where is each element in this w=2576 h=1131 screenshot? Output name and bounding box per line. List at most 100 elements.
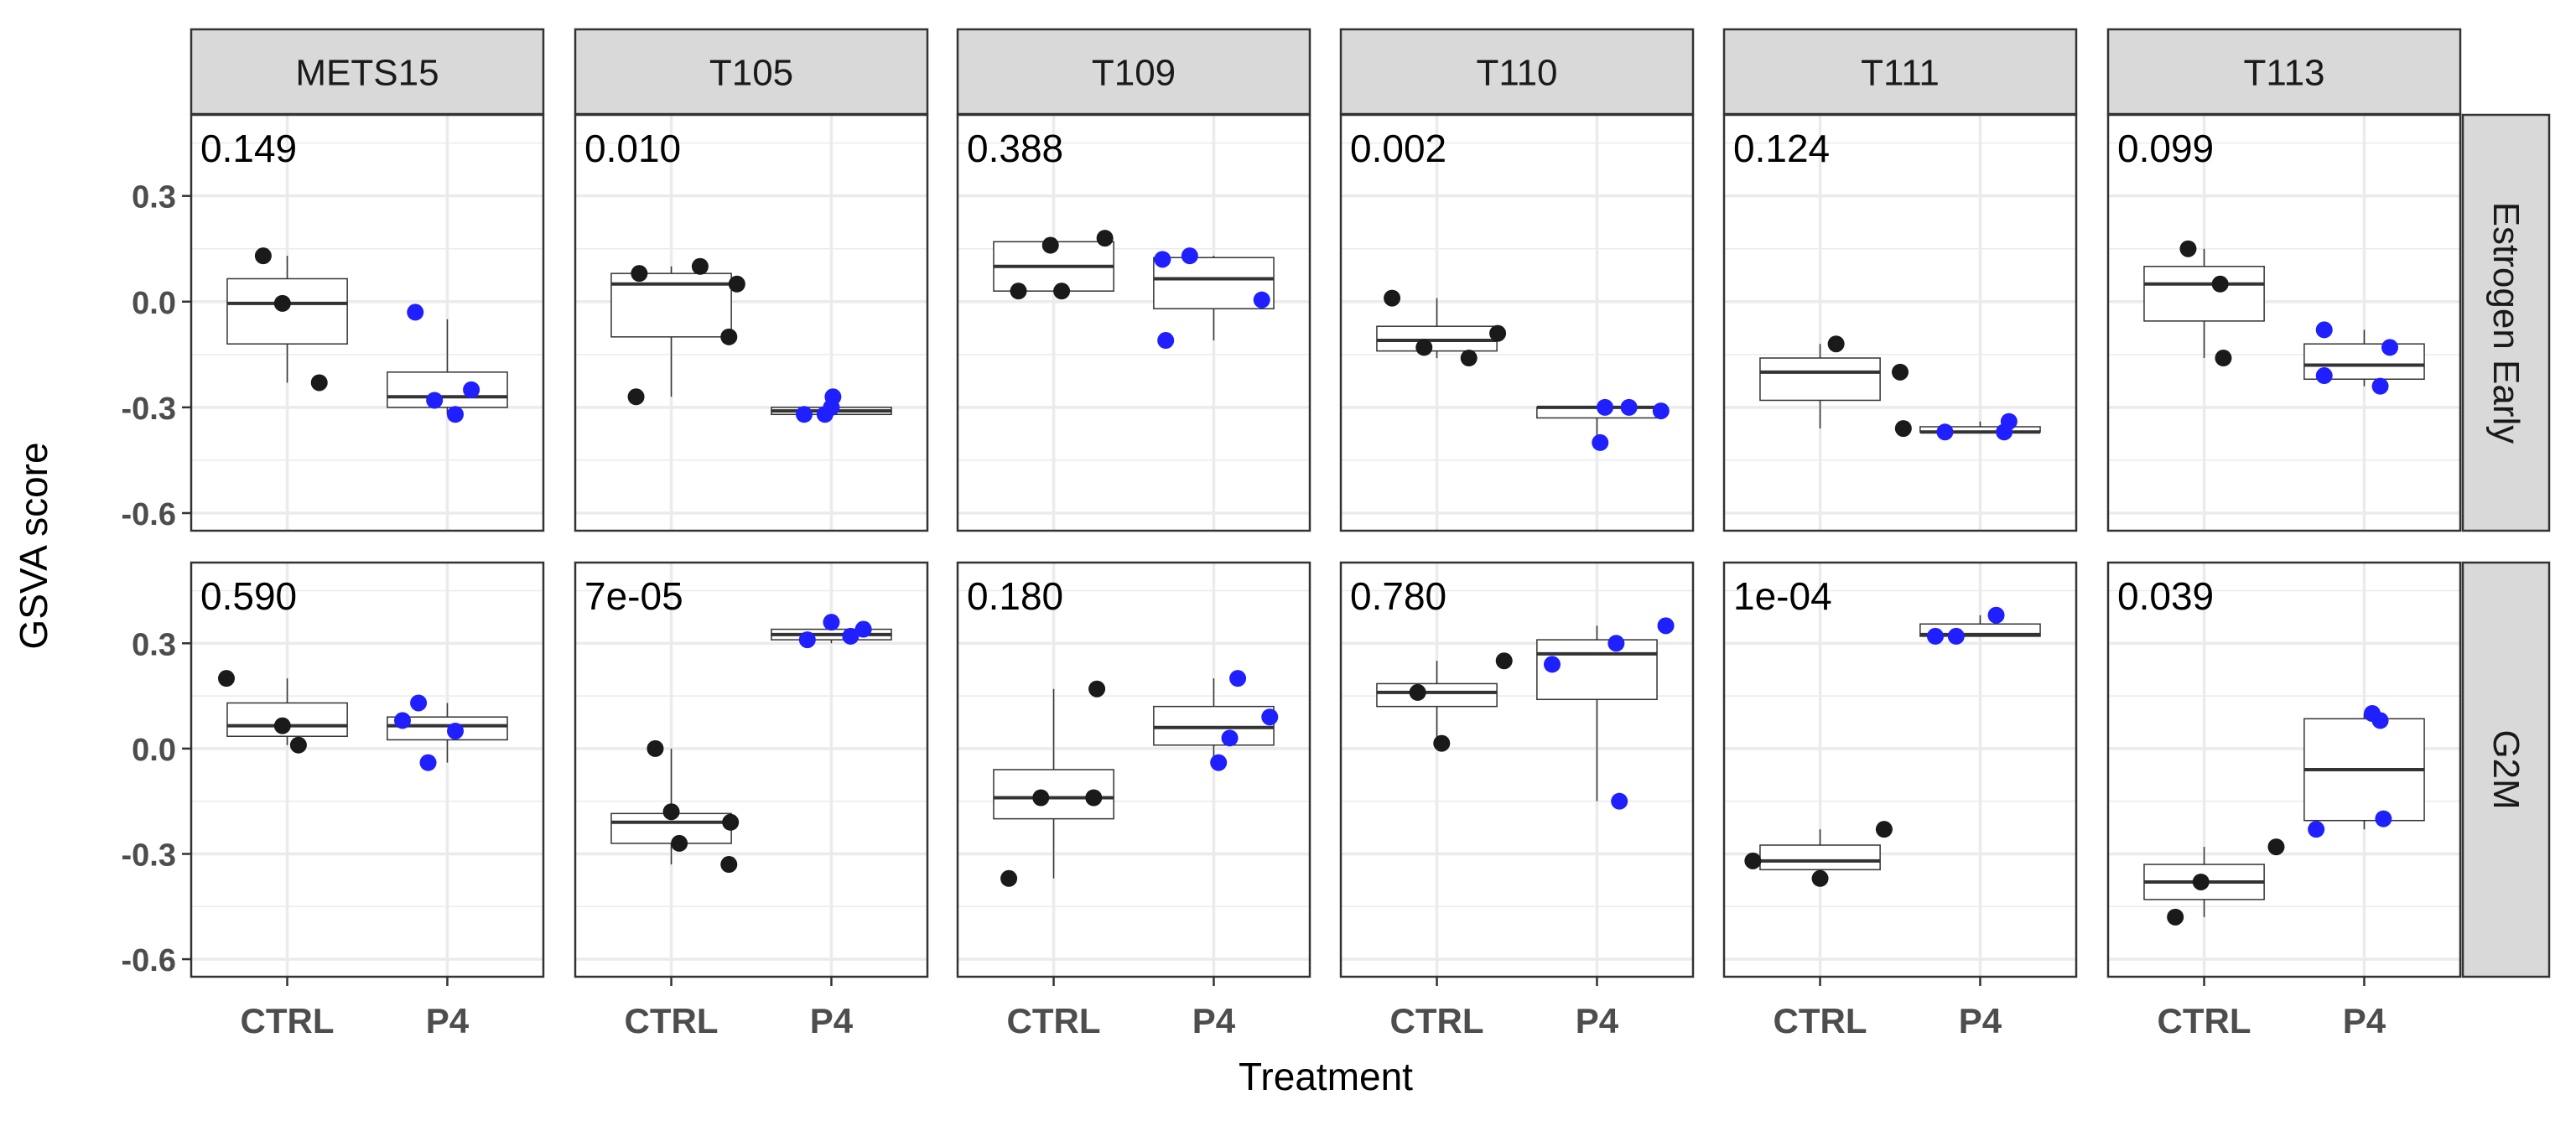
data-point-ctrl <box>2267 838 2285 856</box>
data-point-ctrl <box>2215 350 2232 367</box>
data-point-p4 <box>798 631 816 649</box>
data-point-p4 <box>2375 810 2392 827</box>
p-value-label: 7e-05 <box>584 574 683 618</box>
panel-t110-estrogen-early: 0.002 <box>1339 113 1695 532</box>
data-point-p4 <box>2308 821 2325 838</box>
facet-strip-background <box>574 28 929 116</box>
data-point-p4 <box>1987 606 2005 624</box>
y-axis-row-1: -0.6 -0.3 0.0 0.3 <box>122 180 191 532</box>
x-axis-t109: CTRL P4 <box>1007 977 1236 1040</box>
p-value-label: 0.780 <box>1350 574 1446 618</box>
data-point-p4 <box>2371 712 2389 729</box>
facet-strip-background <box>1339 28 1695 116</box>
boxplot-p4 <box>2303 713 2425 830</box>
data-point-ctrl <box>310 374 328 392</box>
data-point-ctrl <box>2167 908 2184 926</box>
data-point-ctrl <box>1409 683 1426 701</box>
boxplot-p4 <box>2303 329 2425 387</box>
data-point-ctrl <box>647 739 664 757</box>
facet-strip-label: METS15 <box>295 53 439 94</box>
facet-strip-label: T111 <box>1861 53 1940 94</box>
data-point-p4 <box>1229 670 1247 687</box>
data-point-p4 <box>1157 332 1175 350</box>
facet-strip-background <box>2106 28 2462 116</box>
panel-background <box>1724 115 2076 531</box>
data-point-ctrl <box>273 717 291 734</box>
data-point-p4 <box>823 614 840 631</box>
data-point-ctrl <box>720 328 738 345</box>
data-point-p4 <box>394 712 411 729</box>
data-point-p4 <box>842 627 860 645</box>
panel-border <box>1722 113 2078 532</box>
p-value-label: 0.124 <box>1733 127 1830 170</box>
data-point-p4 <box>2315 367 2333 385</box>
boxplot-ctrl <box>226 256 348 383</box>
panel-border <box>2106 113 2462 532</box>
data-point-ctrl <box>1892 363 1909 381</box>
data-point-ctrl <box>1010 283 1027 300</box>
data-point-ctrl <box>1495 652 1513 670</box>
y-tick-label: 0.0 <box>132 286 176 321</box>
panel-border <box>574 561 929 978</box>
panel-background <box>1341 563 1693 977</box>
data-point-ctrl <box>691 257 709 275</box>
data-point-ctrl <box>1827 335 1845 353</box>
panel-t113-estrogen-early: 0.099 <box>2106 113 2462 532</box>
data-point-ctrl <box>1744 852 1762 869</box>
data-point-p4 <box>463 381 480 398</box>
row-strip-background <box>2461 113 2551 532</box>
data-point-ctrl <box>728 275 745 293</box>
boxplot-ctrl <box>2143 248 2265 359</box>
p-value-label: 0.099 <box>2117 127 2214 170</box>
data-point-p4 <box>2371 377 2389 395</box>
x-tick-label: P4 <box>1576 1001 1619 1040</box>
data-point-p4 <box>854 620 872 638</box>
panel-mets15-g2m: 0.590 <box>190 561 545 978</box>
box-iqr <box>387 371 508 408</box>
p-value-label: 0.180 <box>967 574 1063 618</box>
x-tick-label: P4 <box>426 1001 470 1040</box>
panel-border <box>956 561 1311 978</box>
panel-background <box>1341 115 1693 531</box>
facet-strip-background <box>956 28 1311 116</box>
box-iqr <box>226 278 348 345</box>
boxplot-ctrl <box>1376 661 1498 744</box>
data-point-ctrl <box>1489 324 1507 342</box>
data-point-p4 <box>1652 402 1670 420</box>
data-point-p4 <box>1154 251 1171 268</box>
data-point-p4 <box>824 388 842 406</box>
panel-border <box>956 113 1311 532</box>
data-point-p4 <box>1947 627 1965 645</box>
row-strip-background <box>2461 561 2551 978</box>
y-tick-label: 0.3 <box>132 180 176 215</box>
data-point-ctrl <box>1000 869 1018 887</box>
boxplot-ctrl <box>1759 829 1881 879</box>
data-point-p4 <box>410 694 428 712</box>
boxplot-ctrl <box>1376 298 1498 359</box>
data-point-p4 <box>426 392 444 409</box>
facet-strip-t110: T110 <box>1339 28 1695 116</box>
panel-background <box>191 563 543 977</box>
x-tick-label: CTRL <box>1774 1001 1867 1040</box>
x-axis-t111: CTRL P4 <box>1774 977 2002 1040</box>
data-point-ctrl <box>2179 240 2197 257</box>
data-point-p4 <box>1657 617 1675 635</box>
data-point-p4 <box>447 722 464 739</box>
data-point-p4 <box>796 406 813 423</box>
panel-border <box>574 113 929 532</box>
panel-t110-g2m: 0.780 <box>1339 561 1695 978</box>
data-point-p4 <box>419 754 437 771</box>
data-point-ctrl <box>2192 873 2210 890</box>
panel-border <box>1722 561 2078 978</box>
data-point-ctrl <box>1433 734 1451 752</box>
panel-mets15-estrogen-early: 0.149 <box>190 113 545 532</box>
data-point-p4 <box>1221 729 1239 747</box>
data-point-p4 <box>2000 412 2018 430</box>
data-point-p4 <box>1253 291 1270 309</box>
y-tick-label: 0.0 <box>132 733 176 768</box>
panel-background <box>2108 115 2460 531</box>
data-point-ctrl <box>1053 283 1071 300</box>
x-tick-label: CTRL <box>241 1001 335 1040</box>
x-tick-label: CTRL <box>2158 1001 2251 1040</box>
x-axis-mets15: CTRL P4 <box>241 977 470 1040</box>
